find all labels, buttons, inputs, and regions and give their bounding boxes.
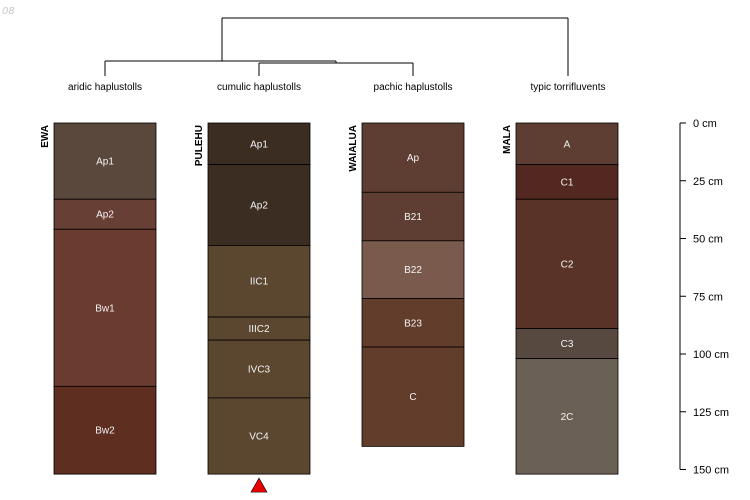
horizon-label-mala-2: C1 (561, 177, 574, 188)
horizon-waialua-5 (361, 346, 465, 447)
horizon-label-pulehu-2: Ap2 (250, 201, 268, 212)
horizon-label-mala-4: C3 (561, 339, 574, 350)
horizon-label-pulehu-6: VC4 (249, 432, 269, 443)
group-label-3: pachic haplustolls (374, 82, 453, 93)
horizon-label-waialua-4: B23 (404, 318, 422, 329)
horizon-label-mala-5: 2C (561, 412, 574, 423)
group-label-4: typic torrifluvents (530, 82, 605, 93)
horizon-waialua-4 (361, 298, 465, 348)
depth-tick-label-25: 25 cm (693, 176, 723, 188)
group-label-1: aridic haplustolls (68, 82, 142, 93)
depth-tick-label-125: 125 cm (693, 407, 729, 419)
group-label-2: cumulic haplustolls (217, 82, 301, 93)
profile-name-mala: MALA (502, 125, 513, 154)
depth-tick-label-75: 75 cm (693, 291, 723, 303)
profile-name-pulehu: PULEHU (194, 125, 205, 166)
horizon-label-ewa-4: Bw2 (95, 426, 115, 437)
horizon-pulehu-2 (207, 164, 311, 246)
horizon-label-waialua-5: C (409, 392, 416, 403)
depth-tick-label-50: 50 cm (693, 234, 723, 246)
horizon-waialua-2 (361, 191, 465, 242)
corner-label: 08 (2, 6, 15, 17)
horizon-label-pulehu-4: IIIC2 (248, 324, 270, 335)
horizon-label-waialua-2: B21 (404, 212, 422, 223)
horizon-label-mala-1: A (564, 139, 571, 150)
horizon-label-pulehu-1: Ap1 (250, 139, 268, 150)
depth-tick-label-100: 100 cm (693, 349, 729, 361)
horizon-label-ewa-3: Bw1 (95, 303, 115, 314)
horizon-pulehu-6 (207, 397, 311, 475)
depth-tick-label-0: 0 cm (693, 118, 717, 130)
horizon-label-mala-3: C2 (561, 259, 574, 270)
horizon-label-waialua-3: B22 (404, 265, 422, 276)
horizon-mala-5 (515, 358, 619, 475)
horizon-mala-2 (515, 164, 619, 200)
horizon-ewa-3 (53, 228, 157, 387)
horizon-waialua-1 (361, 122, 465, 193)
horizon-label-ewa-2: Ap2 (96, 210, 114, 221)
horizon-label-pulehu-3: IIC1 (250, 277, 269, 288)
horizon-label-pulehu-5: IVC3 (248, 365, 271, 376)
horizon-ewa-2 (53, 198, 157, 230)
horizon-label-waialua-1: Ap (407, 153, 420, 164)
horizon-mala-3 (515, 198, 619, 329)
horizon-label-ewa-1: Ap1 (96, 157, 114, 168)
profile-name-ewa: EWA (40, 125, 51, 148)
depth-tick-label-150: 150 cm (693, 465, 729, 477)
horizon-pulehu-1 (207, 122, 311, 165)
horizon-mala-1 (515, 122, 619, 165)
horizon-pulehu-3 (207, 245, 311, 318)
profile-name-waialua: WAIALUA (348, 125, 359, 172)
marker-triangle (250, 477, 268, 493)
horizon-mala-4 (515, 328, 619, 360)
horizon-ewa-4 (53, 385, 157, 475)
horizon-waialua-3 (361, 240, 465, 299)
